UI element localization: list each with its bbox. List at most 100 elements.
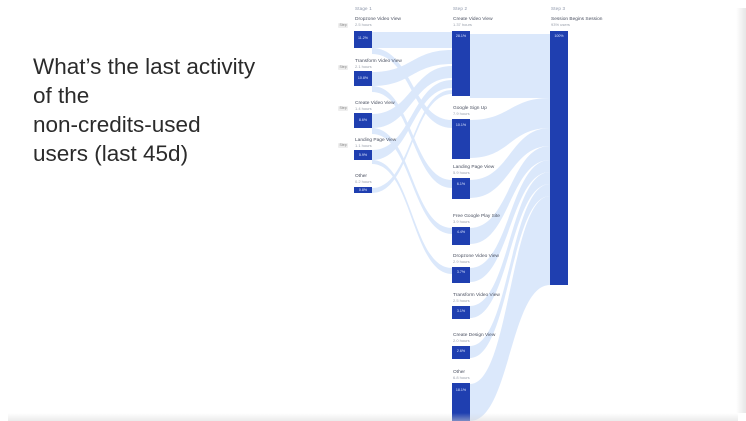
node[interactable] (354, 150, 372, 160)
node[interactable] (452, 31, 470, 96)
node[interactable] (354, 31, 372, 48)
node-label: Landing Page View 1.1 hours (355, 138, 425, 148)
link (372, 50, 452, 86)
node-label: Other 0.2 hours (355, 174, 425, 184)
sankey-links (354, 31, 568, 421)
node-name: Other (453, 370, 465, 375)
link (372, 32, 452, 48)
node-label: Google Sign Up 7.9 hours (453, 106, 523, 116)
node[interactable] (452, 178, 470, 199)
link (470, 98, 550, 158)
node-percent: 18.1% (455, 388, 467, 392)
node[interactable] (452, 306, 470, 319)
node-count: 1.1 hours (355, 143, 372, 148)
node-name: Create Video View (355, 101, 395, 106)
node-label: Create Video View 1.4 hours (355, 101, 425, 111)
node-percent: 3.1% (456, 309, 466, 313)
step1-nodes (354, 31, 372, 193)
link (372, 90, 452, 193)
node-count: 2.5 hours (355, 22, 372, 27)
node-count: 1.4 hours (355, 106, 372, 111)
node-label: Landing Page View 5.9 hours (453, 165, 523, 175)
node-name: Transform Video View (453, 293, 500, 298)
node-percent: 5.9% (358, 153, 368, 157)
node-count: 6.8 hours (453, 375, 470, 380)
link (372, 86, 452, 188)
node-count: 2.1 hours (355, 64, 372, 69)
node-name: Dropzone Video View (453, 254, 499, 259)
node-label: Transform Video View 2.5 hours (453, 293, 523, 303)
slide-shadow-bottom (8, 413, 738, 421)
node[interactable] (452, 227, 470, 245)
step-tag: Step (338, 65, 349, 70)
node-label: Create Video View 1.37 hours (453, 17, 523, 27)
link (470, 184, 550, 358)
node[interactable] (452, 119, 470, 159)
node[interactable] (354, 187, 372, 193)
link (372, 48, 452, 128)
node-label: Other 6.8 hours (453, 370, 523, 380)
node-label: Create Design View 2.0 hours (453, 333, 523, 343)
link (470, 196, 550, 421)
node-percent: 10.1% (455, 123, 467, 127)
node-name: Session Begins Session (551, 17, 603, 22)
node-name: Landing Page View (453, 165, 495, 170)
link (372, 160, 452, 274)
step2-nodes (452, 31, 470, 421)
node-label: Dropzone Video View 2.9 hours (453, 254, 523, 264)
node-count: 93% users (551, 22, 570, 27)
title-line-2: of the (33, 83, 90, 108)
step-tag: Step (338, 106, 349, 111)
node-count: 7.9 hours (453, 111, 470, 116)
node-percent: 28.1% (455, 34, 467, 38)
node-percent: 10.8% (357, 76, 369, 80)
node-label: Free Google Play Site 3.9 hours (453, 214, 523, 224)
node-name: Google Sign Up (453, 106, 487, 111)
node-percent: 0.8% (358, 188, 368, 192)
link (470, 34, 550, 98)
node-percent: 100% (554, 34, 564, 38)
step-tag: Step (338, 143, 349, 148)
link (470, 160, 550, 282)
node-count: 2.5 hours (453, 298, 470, 303)
node-name: Landing Page View (355, 138, 397, 143)
node-percent: 11.2% (358, 36, 368, 40)
stage-header: Step 2 (453, 6, 468, 11)
node-label: Session Begins Session 93% users (551, 17, 621, 27)
node-label: Transform Video View 2.1 hours (355, 59, 425, 69)
link (372, 66, 452, 128)
node-name: Free Google Play Site (453, 214, 500, 219)
link (372, 80, 452, 160)
node-count: 1.37 hours (453, 22, 472, 27)
title-line-3: non-credits-used (33, 112, 201, 137)
node-percent: 3.7% (456, 270, 466, 274)
node-percent: 8.6% (358, 118, 368, 122)
node[interactable] (550, 31, 568, 285)
node[interactable] (452, 267, 470, 283)
sankey-diagram: Stage 1 Step 2 Step 3 Step Dropzone Vide… (330, 0, 740, 421)
title-line-1: What’s the last activity (33, 54, 256, 79)
stage-header: Stage 1 (355, 6, 372, 11)
node-count: 5.9 hours (453, 170, 470, 175)
node[interactable] (354, 113, 372, 128)
stage-header: Step 3 (551, 6, 566, 11)
node[interactable] (452, 346, 470, 359)
link-group (372, 32, 550, 421)
node-label: Dropzone Video View 2.5 hours (355, 17, 425, 27)
node-name: Transform Video View (355, 59, 402, 64)
title-line-4: users (last 45d) (33, 141, 189, 166)
node[interactable] (354, 71, 372, 86)
link (470, 146, 550, 244)
node[interactable] (452, 383, 470, 421)
node-count: 2.9 hours (453, 259, 470, 264)
node-percent: 4.4% (456, 230, 466, 234)
node-count: 3.9 hours (453, 219, 470, 224)
node-percent: 2.6% (456, 349, 466, 353)
link (470, 128, 550, 198)
node-name: Create Video View (453, 17, 493, 22)
slide-title: What’s the last activity of the non-cred… (33, 52, 313, 168)
link (470, 172, 550, 318)
slide-shadow-right (736, 8, 746, 413)
node-count: 0.2 hours (355, 179, 372, 184)
